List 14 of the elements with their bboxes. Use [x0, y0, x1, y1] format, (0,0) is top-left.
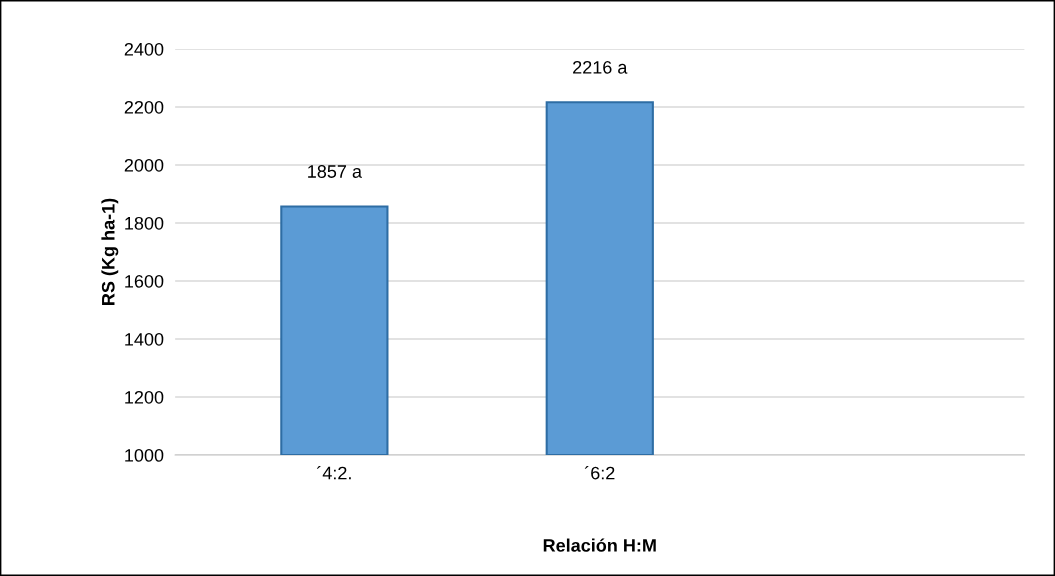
- y-tick-label: 1000: [125, 448, 164, 462]
- y-tick-label: 2200: [124, 100, 164, 114]
- y-tick-label: 1800: [125, 216, 164, 230]
- text: 2216 a: [573, 60, 628, 74]
- y-tick-label: 1200: [125, 390, 164, 404]
- text: 1857 a: [308, 165, 362, 178]
- y-tick-label: 1400: [125, 332, 164, 346]
- x-tick-label: ´6:2: [584, 465, 615, 480]
- x-axis-title: Relación H:M: [543, 538, 656, 552]
- y-tick-label: 2000: [124, 158, 164, 172]
- y-tick-label: 2400: [124, 42, 164, 56]
- y-tick-label: 1600: [125, 274, 164, 288]
- y-axis-title: RS (Kg ha-1): [101, 198, 119, 305]
- x-tick-label: ´4:2.: [316, 465, 351, 480]
